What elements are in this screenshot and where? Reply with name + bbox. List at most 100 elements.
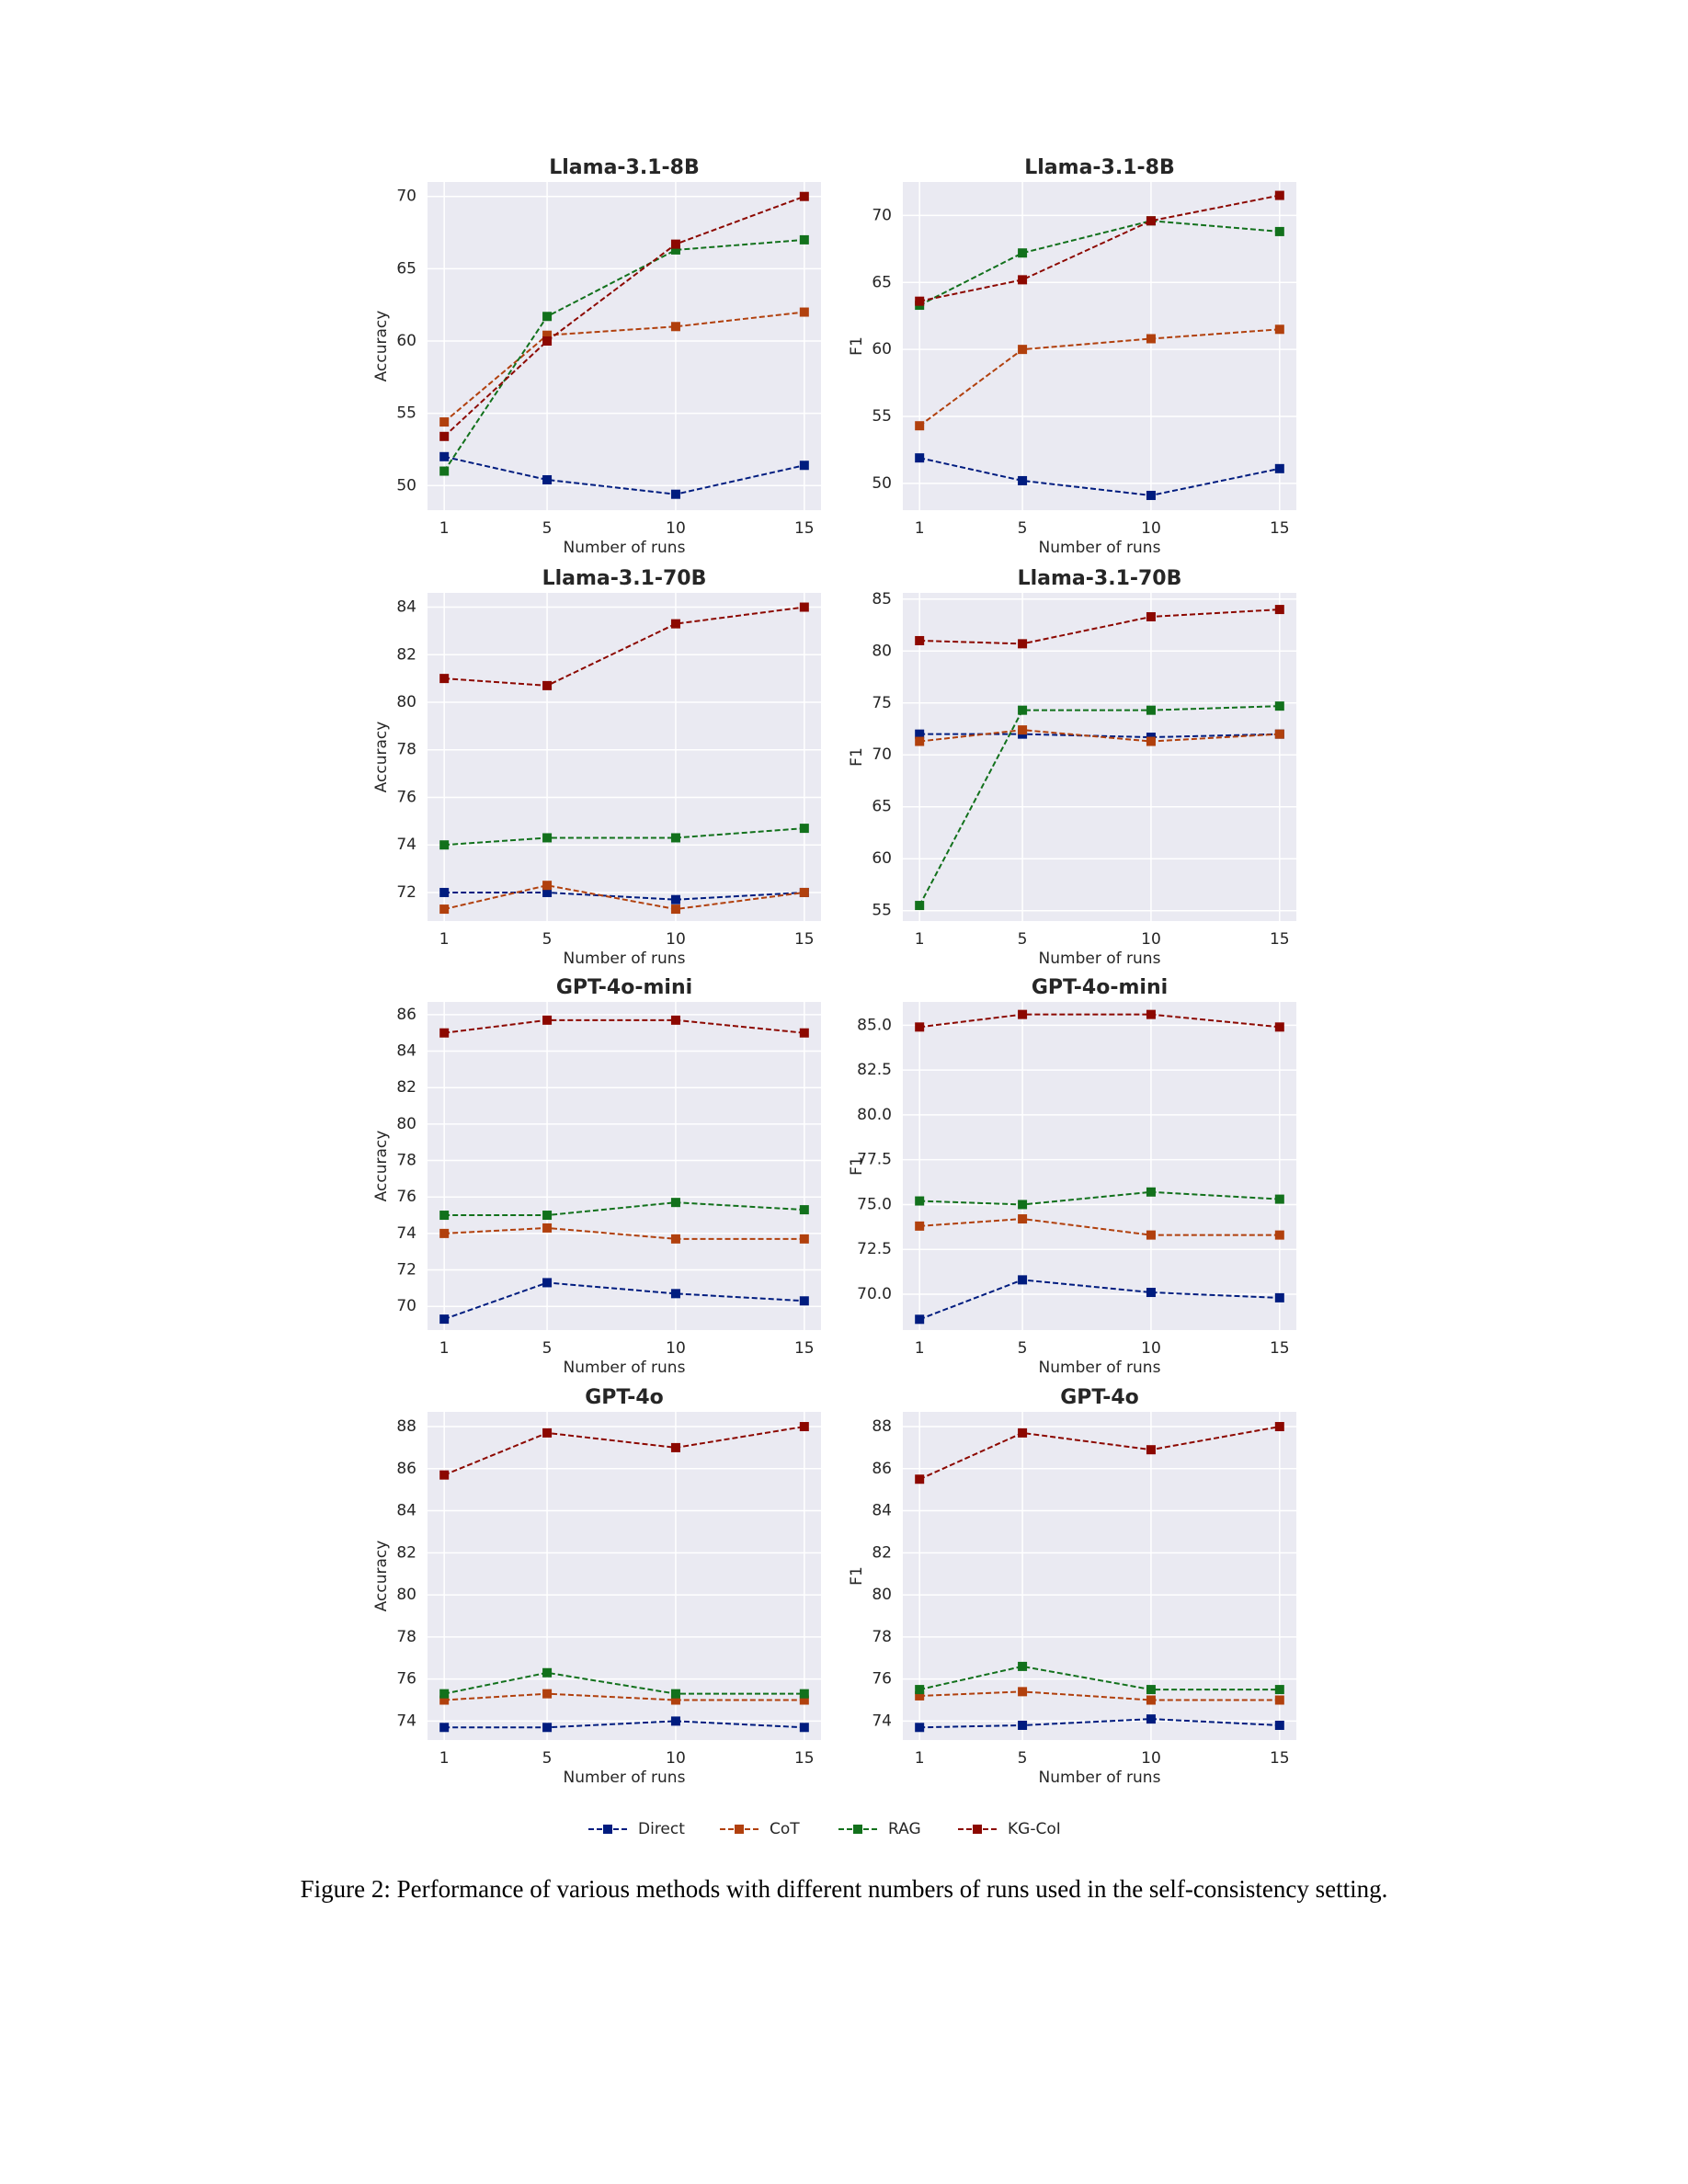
- chart-title: GPT-4o: [1060, 1386, 1139, 1409]
- y-axis-label: F1: [848, 336, 866, 356]
- y-tick-label: 84: [396, 1042, 416, 1061]
- series-line: [443, 455, 805, 495]
- y-axis-label: Accuracy: [372, 1541, 391, 1612]
- series-line: [919, 1013, 1280, 1029]
- series-line: [919, 1218, 1280, 1236]
- marker: [1018, 1275, 1028, 1285]
- series-line: [443, 1426, 804, 1476]
- marker: [915, 1196, 925, 1206]
- series-line: [443, 884, 804, 911]
- marker: [799, 602, 809, 612]
- x-tick-label: 10: [1141, 1339, 1161, 1358]
- marker: [1018, 248, 1028, 258]
- plot-area: [428, 593, 821, 921]
- x-tick-label: 1: [439, 930, 450, 949]
- marker: [1146, 736, 1156, 746]
- y-tick-label: 74: [872, 1712, 892, 1730]
- y-tick-label: 65: [872, 273, 892, 291]
- series-line: [444, 606, 804, 687]
- marker: [1146, 1288, 1156, 1298]
- y-tick-label: 82: [396, 1543, 416, 1562]
- y-tick-label: 55: [872, 902, 892, 920]
- marker: [439, 1723, 450, 1733]
- marker: [542, 1428, 553, 1438]
- marker: [670, 1234, 680, 1244]
- x-tick-label: 15: [1270, 1749, 1290, 1768]
- y-tick-label: 60: [872, 849, 892, 868]
- marker: [439, 1695, 450, 1705]
- y-tick-label: 82: [396, 1078, 416, 1097]
- x-tick-label: 5: [542, 1749, 553, 1768]
- series-line: [918, 1426, 1280, 1481]
- marker: [542, 833, 553, 843]
- marker: [799, 887, 809, 897]
- marker: [1274, 729, 1284, 739]
- y-tick-label: 74: [396, 1224, 416, 1243]
- marker: [1274, 605, 1284, 615]
- series-line: [444, 827, 804, 847]
- x-tick-label: 10: [1141, 1749, 1161, 1768]
- x-tick-label: 5: [542, 1339, 553, 1358]
- marker: [915, 736, 925, 746]
- chart-title: Llama-3.1-70B: [1018, 567, 1182, 590]
- y-tick-label: 60: [872, 340, 892, 358]
- marker: [915, 901, 925, 911]
- series-line: [919, 1718, 1280, 1729]
- y-tick-label: 75: [872, 694, 892, 712]
- x-tick-label: 15: [1270, 519, 1290, 538]
- marker: [670, 1695, 680, 1705]
- y-tick-label: 76: [396, 1670, 416, 1689]
- series-line: [443, 311, 804, 423]
- marker: [542, 1211, 553, 1221]
- y-axis-label: F1: [848, 747, 866, 767]
- series-line: [918, 457, 1281, 496]
- y-tick-label: 72.5: [857, 1240, 892, 1258]
- y-tick-label: 82: [396, 645, 416, 664]
- marker: [439, 1689, 450, 1699]
- marker: [799, 1234, 809, 1244]
- series-line: [444, 1226, 804, 1240]
- marker: [1018, 1687, 1028, 1697]
- x-axis-label: Number of runs: [564, 1359, 686, 1377]
- plot-area: [903, 1412, 1296, 1740]
- marker: [1146, 705, 1156, 715]
- plot-area: [903, 593, 1296, 921]
- legend-label: CoT: [770, 1820, 800, 1838]
- marker: [439, 466, 450, 476]
- x-tick-label: 15: [1270, 1339, 1290, 1358]
- y-tick-label: 76: [396, 1188, 416, 1206]
- x-axis-label: Number of runs: [1039, 1359, 1161, 1377]
- y-axis-label: Accuracy: [372, 722, 391, 793]
- series-line: [918, 328, 1280, 427]
- series-line: [918, 1279, 1280, 1321]
- marker: [1274, 226, 1284, 236]
- marker: [1274, 324, 1284, 335]
- x-axis-label: Number of runs: [1039, 950, 1161, 968]
- marker: [1146, 1695, 1156, 1705]
- marker: [1274, 1422, 1284, 1432]
- y-tick-label: 65: [872, 798, 892, 816]
- marker: [542, 1015, 553, 1025]
- marker: [1018, 275, 1028, 285]
- x-tick-label: 15: [794, 519, 815, 538]
- caption: Figure 2: Performance of various methods…: [301, 1875, 1388, 1903]
- y-tick-label: 86: [396, 1460, 416, 1478]
- marker: [915, 1314, 925, 1325]
- x-tick-label: 10: [666, 930, 686, 949]
- marker: [670, 322, 680, 332]
- x-tick-label: 10: [666, 1749, 686, 1768]
- marker: [799, 191, 809, 201]
- series-line: [443, 238, 804, 472]
- x-axis-label: Number of runs: [1039, 1769, 1161, 1787]
- y-tick-label: 70: [396, 188, 416, 206]
- x-tick-label: 1: [439, 1339, 450, 1358]
- marker: [1146, 611, 1156, 621]
- marker: [799, 461, 809, 471]
- x-tick-label: 5: [542, 519, 553, 538]
- marker: [799, 1695, 809, 1705]
- y-tick-label: 70: [872, 206, 892, 224]
- x-tick-label: 15: [1270, 930, 1290, 949]
- marker: [542, 336, 553, 346]
- marker: [915, 1221, 925, 1231]
